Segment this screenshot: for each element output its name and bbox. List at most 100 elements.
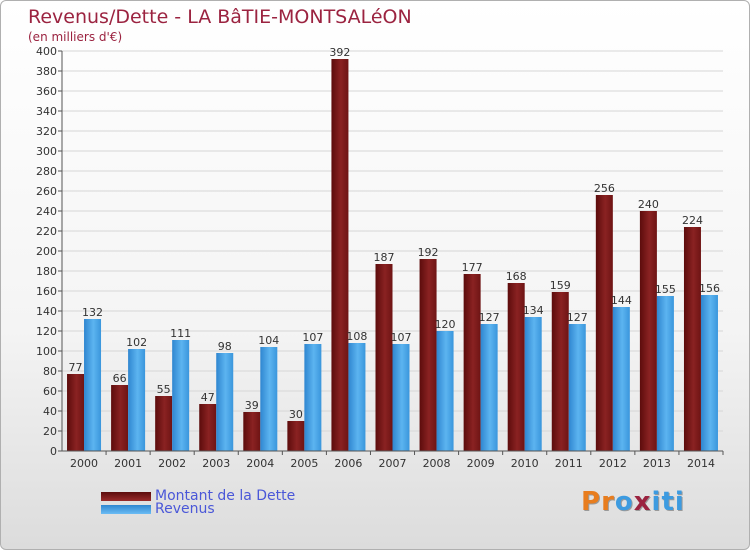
logo-letter: i	[674, 487, 685, 517]
data-label: 30	[289, 408, 303, 421]
data-label: 159	[550, 279, 571, 292]
data-label: 392	[329, 46, 350, 59]
bar-dette	[463, 274, 481, 451]
data-label: 107	[302, 331, 323, 344]
y-tick-label: 120	[36, 325, 57, 338]
y-tick-label: 180	[36, 265, 57, 278]
bar-revenus	[392, 344, 410, 451]
y-tick-label: 400	[36, 45, 57, 58]
data-label: 168	[506, 270, 527, 283]
x-tick-label: 2002	[158, 457, 186, 470]
bar-revenus	[480, 324, 498, 451]
y-tick-label: 380	[36, 65, 57, 78]
bar-dette	[199, 404, 217, 451]
y-tick-label: 40	[43, 405, 57, 418]
y-tick-label: 200	[36, 245, 57, 258]
data-label: 192	[418, 246, 439, 259]
y-tick-label: 220	[36, 225, 57, 238]
x-tick-label: 2008	[423, 457, 451, 470]
y-tick-label: 280	[36, 165, 57, 178]
data-label: 111	[170, 327, 191, 340]
data-label: 55	[157, 383, 171, 396]
y-tick-label: 80	[43, 365, 57, 378]
legend-swatch-dette	[101, 491, 151, 501]
data-label: 120	[435, 318, 456, 331]
data-label: 156	[699, 282, 720, 295]
bar-dette	[287, 421, 305, 451]
bar-revenus	[260, 347, 278, 451]
data-label: 98	[218, 340, 232, 353]
bar-revenus	[216, 353, 234, 451]
logo-letter: i	[651, 487, 662, 517]
bar-dette	[331, 59, 349, 451]
chart-title: Revenus/Dette - LA BâTIE-MONTSALéON	[28, 6, 412, 28]
data-label: 224	[682, 214, 703, 227]
data-label: 127	[479, 311, 500, 324]
data-label: 134	[523, 304, 544, 317]
x-tick-label: 2014	[687, 457, 715, 470]
x-tick-label: 2003	[202, 457, 230, 470]
data-label: 177	[462, 261, 483, 274]
x-tick-label: 2006	[334, 457, 362, 470]
bar-dette	[375, 264, 393, 451]
data-label: 39	[245, 399, 259, 412]
bar-revenus	[436, 331, 454, 451]
logo-letter: x	[633, 487, 652, 517]
bar-dette	[419, 259, 437, 451]
bar-dette	[507, 283, 525, 451]
x-tick-label: 2011	[555, 457, 583, 470]
data-label: 132	[82, 306, 103, 319]
bar-dette	[551, 292, 569, 451]
data-label: 107	[391, 331, 412, 344]
axes: 0 20 40 60 80 100 120 140 160 180 200 220 240 260 280 3…	[36, 45, 724, 470]
data-label: 187	[374, 251, 395, 264]
y-tick-label: 360	[36, 85, 57, 98]
bar-revenus	[172, 340, 190, 451]
bar-dette	[683, 227, 701, 451]
data-label: 127	[567, 311, 588, 324]
y-tick-label: 240	[36, 205, 57, 218]
bar-dette	[639, 211, 657, 451]
legend-label-dette: Montant de la Dette	[155, 488, 296, 504]
legend-label-revenus: Revenus	[155, 501, 215, 517]
y-tick-label: 160	[36, 285, 57, 298]
x-tick-label: 2007	[379, 457, 407, 470]
bar-dette	[243, 412, 261, 451]
bar-revenus	[568, 324, 586, 451]
legend-swatch-revenus	[101, 504, 151, 514]
proxiti-logo: Proxiti	[581, 487, 685, 517]
x-tick-label: 2009	[467, 457, 495, 470]
bar-revenus	[656, 296, 674, 451]
bar-dette	[67, 374, 85, 451]
data-label: 66	[113, 372, 127, 385]
y-tick-label: 320	[36, 125, 57, 138]
bar-revenus	[128, 349, 146, 451]
x-tick-label: 2013	[643, 457, 671, 470]
chart-subtitle: (en milliers d'€)	[28, 30, 123, 44]
bar-revenus	[700, 295, 718, 451]
data-label: 108	[346, 330, 367, 343]
y-tick-label: 260	[36, 185, 57, 198]
y-tick-label: 100	[36, 345, 57, 358]
logo-letter: t	[661, 487, 675, 517]
bar-revenus	[304, 344, 322, 451]
y-tick-label: 60	[43, 385, 57, 398]
bar-dette	[595, 195, 613, 451]
data-label: 102	[126, 336, 147, 349]
logo-letter: o	[614, 487, 634, 517]
legend-item-revenus: Revenus	[101, 501, 215, 517]
data-label: 256	[594, 182, 615, 195]
y-tick-label: 0	[50, 445, 57, 458]
bar-revenus	[84, 319, 102, 451]
bar-dette	[111, 385, 129, 451]
x-tick-label: 2005	[290, 457, 318, 470]
y-tick-label: 20	[43, 425, 57, 438]
bars-group	[67, 59, 718, 451]
x-tick-label: 2001	[114, 457, 142, 470]
y-tick-label: 140	[36, 305, 57, 318]
data-label: 104	[258, 334, 279, 347]
data-label: 155	[655, 283, 676, 296]
data-label: 47	[201, 391, 215, 404]
value-labels: 77 132 66 102 55 111 47 98 39 104 30 107 392 108 187 10…	[69, 46, 720, 421]
